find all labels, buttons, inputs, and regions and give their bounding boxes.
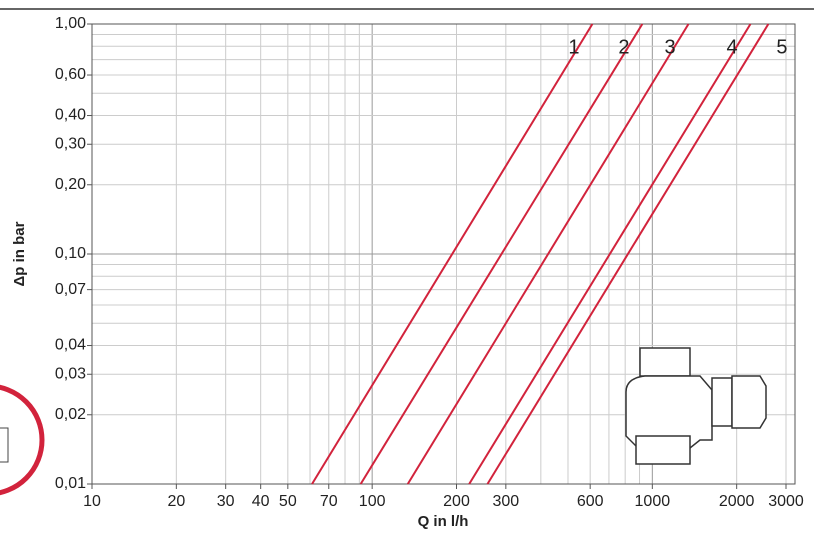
- x-tick-label: 300: [492, 493, 519, 510]
- series-line: [311, 23, 594, 485]
- valve-outlet: [635, 435, 691, 465]
- grid: 10 20 30 40 50 70 100 200 300 600 1000 2000 3000 0,01…: [55, 15, 804, 510]
- series-label: 2: [618, 36, 629, 58]
- y-tick-label: 0,04: [55, 337, 86, 354]
- y-tick-label: 0,01: [55, 475, 86, 492]
- x-tick-label: 3000: [768, 493, 804, 510]
- series-label: 5: [776, 36, 787, 58]
- x-axis-title: Q in l/h: [418, 513, 469, 530]
- y-tick-label: 0,40: [55, 107, 86, 124]
- x-tick-label: 70: [320, 493, 338, 510]
- x-tick-label: 1000: [635, 493, 671, 510]
- series-line: [486, 23, 770, 485]
- y-tick-label: 0,20: [55, 176, 86, 193]
- y-tick-label: 0,10: [55, 245, 86, 262]
- series-line: [406, 23, 690, 485]
- series-label: 3: [664, 36, 675, 58]
- marks: 1 2 3 4 5: [311, 23, 787, 485]
- valve-cap: [731, 375, 767, 429]
- y-tick-label: 0,03: [55, 365, 86, 382]
- x-tick-label: 40: [252, 493, 270, 510]
- badge-icon: [0, 427, 9, 463]
- series-label: 4: [726, 36, 737, 58]
- x-tick-label: 600: [577, 493, 604, 510]
- valve-icon: [625, 347, 767, 465]
- y-axis-title: Δp in bar: [11, 221, 28, 286]
- x-tick-label: 200: [443, 493, 470, 510]
- series-label: 1: [568, 36, 579, 58]
- series-line: [359, 23, 644, 485]
- y-tick-label: 1,00: [55, 15, 86, 32]
- badge-circle: [0, 384, 45, 496]
- x-tick-label: 30: [217, 493, 235, 510]
- y-tick-label: 0,30: [55, 135, 86, 152]
- x-tick-label: 20: [167, 493, 185, 510]
- x-tick-label: 2000: [719, 493, 755, 510]
- y-tick-label: 0,02: [55, 406, 86, 423]
- y-tick-label: 0,07: [55, 281, 86, 298]
- x-tick-label: 50: [279, 493, 297, 510]
- series-line: [468, 23, 752, 485]
- valve-nut: [711, 377, 733, 427]
- x-tick-label: 100: [359, 493, 386, 510]
- y-tick-label: 0,60: [55, 66, 86, 83]
- valve-thread: [639, 347, 691, 377]
- x-tick-label: 10: [83, 493, 101, 510]
